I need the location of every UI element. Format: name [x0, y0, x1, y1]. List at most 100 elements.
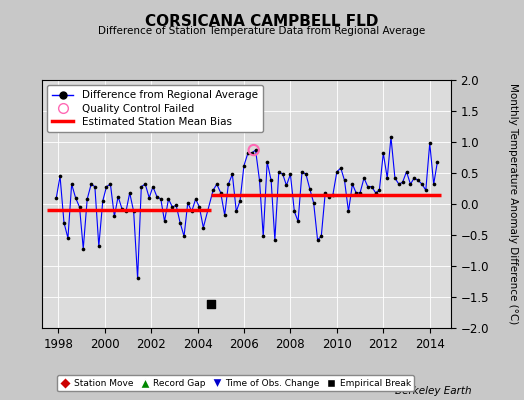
Point	[344, 208, 353, 215]
Point	[367, 184, 376, 190]
Point	[236, 198, 244, 204]
Point	[298, 168, 306, 175]
Point	[83, 196, 91, 202]
Point	[191, 196, 200, 202]
Point	[310, 200, 318, 206]
Point	[188, 208, 196, 215]
Point	[336, 165, 345, 171]
Point	[149, 184, 157, 190]
Point	[240, 162, 248, 169]
Point	[329, 192, 337, 198]
Point	[52, 195, 60, 201]
Point	[387, 134, 395, 140]
Point	[255, 177, 264, 184]
Point	[129, 208, 138, 215]
Text: CORSICANA CAMPBELL FLD: CORSICANA CAMPBELL FLD	[145, 14, 379, 29]
Point	[294, 218, 302, 224]
Point	[95, 243, 103, 249]
Point	[228, 171, 236, 178]
Point	[91, 184, 99, 190]
Point	[348, 181, 357, 187]
Point	[180, 233, 188, 240]
Point	[422, 187, 430, 194]
Point	[418, 181, 426, 187]
Point	[372, 190, 380, 196]
Point	[221, 212, 229, 218]
Point	[209, 187, 217, 194]
Point	[410, 175, 418, 181]
Point	[352, 190, 361, 196]
Text: Difference of Station Temperature Data from Regional Average: Difference of Station Temperature Data f…	[99, 26, 425, 36]
Point	[102, 184, 111, 190]
Point	[114, 193, 122, 200]
Legend: Station Move, Record Gap, Time of Obs. Change, Empirical Break: Station Move, Record Gap, Time of Obs. C…	[57, 375, 414, 392]
Point	[106, 181, 115, 187]
Point	[99, 198, 107, 204]
Point	[152, 193, 161, 200]
Legend: Difference from Regional Average, Quality Control Failed, Estimated Station Mean: Difference from Regional Average, Qualit…	[47, 85, 263, 132]
Point	[244, 150, 252, 156]
Point	[118, 206, 126, 212]
Point	[64, 235, 72, 241]
Point	[282, 182, 291, 189]
Point	[383, 175, 391, 181]
Point	[56, 173, 64, 179]
Point	[79, 246, 88, 252]
Point	[364, 184, 372, 190]
Point	[317, 233, 325, 240]
Point	[325, 193, 333, 200]
Point	[340, 177, 348, 184]
Point	[430, 181, 438, 187]
Point	[267, 177, 275, 184]
Point	[395, 181, 403, 187]
Point	[321, 190, 330, 196]
Point	[224, 181, 233, 187]
Point	[433, 159, 442, 165]
Point	[406, 181, 414, 187]
Point	[356, 190, 364, 196]
Point	[279, 171, 287, 178]
Point	[160, 218, 169, 224]
Point	[199, 224, 208, 231]
Point	[302, 171, 310, 178]
Point	[110, 213, 118, 220]
Point	[375, 187, 384, 194]
Point	[213, 181, 221, 187]
Point	[157, 196, 165, 202]
Y-axis label: Monthly Temperature Anomaly Difference (°C): Monthly Temperature Anomaly Difference (…	[508, 83, 518, 325]
Point	[252, 147, 260, 153]
Point	[137, 184, 146, 190]
Point	[402, 168, 411, 175]
Point	[141, 181, 149, 187]
Point	[165, 196, 173, 202]
Point	[391, 175, 399, 181]
Point	[168, 204, 177, 210]
Point	[286, 171, 294, 178]
Point	[259, 233, 267, 240]
Point	[249, 147, 258, 153]
Point	[71, 195, 80, 201]
Point	[68, 181, 76, 187]
Point	[305, 185, 314, 192]
Point	[122, 208, 130, 215]
Point	[333, 168, 341, 175]
Point	[290, 208, 299, 215]
Point	[176, 219, 184, 226]
Point	[207, 301, 215, 308]
Point	[263, 159, 271, 165]
Point	[271, 237, 279, 243]
Point	[360, 175, 368, 181]
Text: Berkeley Earth: Berkeley Earth	[395, 386, 472, 396]
Point	[275, 168, 283, 175]
Point	[414, 177, 422, 184]
Point	[134, 275, 142, 282]
Point	[398, 179, 407, 186]
Point	[195, 204, 203, 210]
Point	[183, 200, 192, 206]
Point	[216, 190, 225, 196]
Point	[126, 190, 134, 196]
Point	[145, 195, 154, 201]
Point	[87, 181, 95, 187]
Point	[379, 150, 387, 156]
Point	[425, 140, 434, 146]
